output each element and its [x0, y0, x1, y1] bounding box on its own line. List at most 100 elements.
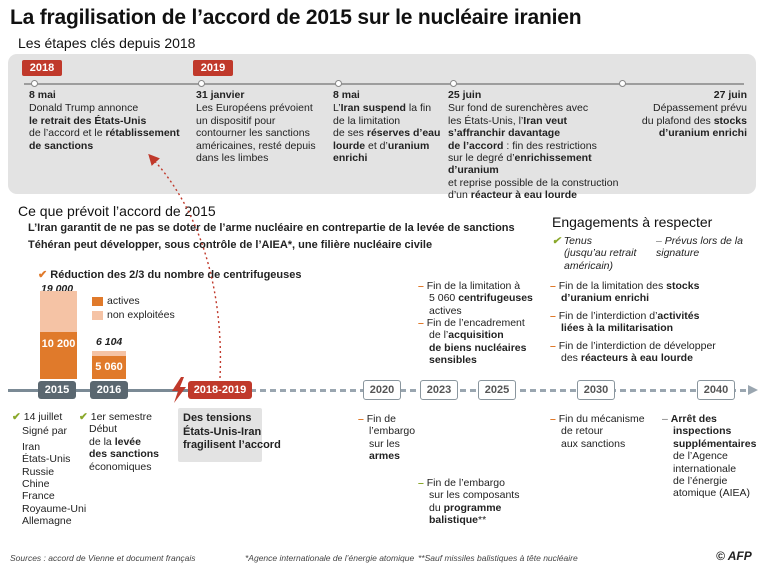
engagement-uranium-stocks: – Fin de la limitation des stocks d’urani…: [550, 280, 750, 305]
year-2040: 2040: [697, 380, 735, 400]
text-line: supplémentaires: [662, 438, 762, 450]
timeline-arrow-icon: [748, 385, 758, 395]
bold-text: le retrait des États-Unis: [29, 114, 147, 127]
text: de retour: [561, 425, 604, 438]
signatory-country: France: [22, 490, 55, 503]
signatory-country: Russie: [22, 465, 55, 478]
bold-text: Iran veut: [523, 114, 568, 127]
text: du: [429, 501, 444, 514]
text-line: le retrait des États-Unis: [29, 115, 194, 127]
text-line: – Fin de l’embargo: [418, 477, 528, 489]
afp-logo: © AFP: [716, 549, 752, 563]
bold-text: supplémentaires: [673, 437, 757, 450]
text-line: sur le degré d’enrichissement d’uranium: [448, 152, 623, 177]
text-line: – Arrêt des: [662, 413, 762, 425]
text-line: de la levée: [89, 436, 174, 448]
text-line: d’un réacteur à eau lourde: [448, 189, 623, 201]
accord-heading: Ce que prévoit l’accord de 2015: [18, 203, 216, 219]
page-title: La fragilisation de l’accord de 2015 sur…: [10, 6, 582, 29]
legend-inactive-swatch: [92, 311, 103, 320]
dash-icon: –: [550, 413, 559, 425]
text: internationale: [673, 462, 737, 475]
bold-text: activités: [657, 310, 700, 322]
text: Fin de: [366, 413, 396, 425]
top-timeline-line: [24, 83, 744, 85]
footer-sources: Sources : accord de Vienne et document f…: [10, 553, 196, 563]
text: actives: [429, 304, 462, 317]
text: économiques: [89, 460, 152, 473]
text-line: d’uranium enrichi: [550, 292, 750, 304]
text: sur le degré d’: [448, 152, 515, 165]
text: Fin du mécanisme: [558, 413, 645, 425]
event-date: 8 mai: [333, 89, 360, 101]
bar-2016-inactive: [92, 350, 126, 356]
bold-text: centrifugeuses: [458, 292, 533, 305]
text: Fin de l’embargo: [426, 477, 505, 489]
year-2020: 2020: [363, 380, 401, 400]
text: la fin: [405, 102, 432, 115]
text-line: Sur fond de surenchères avec: [448, 102, 623, 114]
lightning-icon: [172, 377, 186, 403]
text: de la limitation: [333, 114, 401, 127]
year-box-2018: 2018: [22, 60, 62, 76]
event-date: 25 juin: [448, 89, 482, 101]
text-line: des réacteurs à eau lourde: [550, 352, 760, 364]
text-line: de l’énergie: [662, 475, 762, 487]
bold-text: des sanctions: [89, 448, 160, 461]
footer-note-2: **Sauf missiles balistiques à tête nuclé…: [418, 553, 578, 563]
bold-text: enrichissement d’uranium: [448, 152, 592, 177]
bold-text: inspections: [673, 425, 732, 438]
bold-text: réacteurs à eau lourde: [580, 352, 693, 365]
text: **: [478, 514, 487, 527]
legend-kept: ✔ Tenus (jusqu’au retrait américain): [552, 235, 652, 272]
bold-text: programme: [443, 501, 502, 514]
text-line: de l’Agence: [662, 450, 762, 462]
text: de l’énergie: [673, 475, 728, 488]
accord-line-1: L’Iran garantit de ne pas se doter de l’…: [28, 222, 515, 234]
text: Sur fond de surenchères avec: [448, 102, 589, 115]
signatory-country: Allemagne: [22, 515, 72, 528]
signatory-country: Chine: [22, 478, 50, 491]
semester-date-line: ✔ 1er semestre: [79, 411, 174, 423]
text: de la: [89, 435, 115, 448]
event-2019-06-27: 27 juin Dépassement prévu du plafond des s…: [617, 89, 747, 140]
tick-8-mai-2019: [335, 80, 342, 87]
text-line: sur les: [358, 438, 418, 450]
year-2016: 2016: [90, 381, 128, 399]
check-icon: ✔: [552, 235, 561, 247]
text: L’: [333, 102, 341, 115]
key-steps-panel: [8, 54, 756, 194]
legend-inactive-label: non exploitées: [107, 309, 175, 321]
text: 5 060: [429, 292, 459, 305]
text-line: L’Iran suspend la fin: [333, 102, 448, 114]
text: de l’accord et le: [29, 127, 106, 140]
signing-date-line: ✔ 14 juillet: [12, 411, 92, 423]
text: Début: [89, 423, 118, 436]
text-line: d’uranium enrichi: [617, 127, 747, 139]
event-2019-01-31: 31 janvier Les Européens prévoient un disp…: [196, 89, 331, 164]
text: Dépassement prévu: [653, 102, 747, 115]
page-subtitle: Les étapes clés depuis 2018: [18, 35, 196, 51]
text-line: lourde et d’uranium: [333, 140, 448, 152]
dash-icon: –: [550, 340, 559, 352]
text: de l’Agence: [673, 450, 728, 463]
bold-text: Arrêt des: [670, 413, 717, 425]
year-2015: 2015: [38, 381, 76, 399]
text-line: de l’accord et le rétablissement: [29, 127, 194, 139]
semester-date: 1er semestre: [90, 411, 153, 423]
text: un dispositif pour: [196, 114, 276, 127]
text: de ses: [333, 127, 367, 140]
text-line: 5 060 centrifugeuses: [418, 292, 553, 304]
text-line: économiques: [89, 461, 174, 473]
text-line: sensibles: [418, 354, 553, 366]
dash-icon: –: [550, 280, 559, 292]
signing-date: 14 juillet: [23, 411, 63, 423]
text-line: internationale: [662, 463, 762, 475]
text-line: de la limitation: [333, 115, 448, 127]
bar-2015-active: 10 200: [40, 331, 77, 379]
text: Fin de la limitation à: [426, 280, 521, 292]
centrifuges-label: ✔ Réduction des 2/3 du nombre de centrif…: [38, 268, 302, 281]
text-line: de retour: [550, 425, 650, 437]
text-line: – Fin de l’encadrement: [418, 317, 553, 329]
